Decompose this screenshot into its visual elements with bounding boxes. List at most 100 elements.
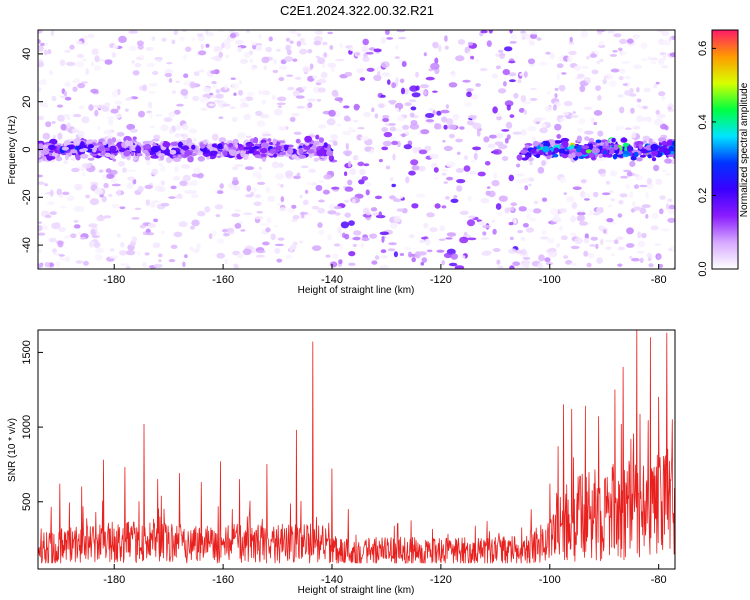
heatmap-cell — [127, 176, 135, 181]
heatmap-cell — [509, 30, 513, 34]
heatmap-cell — [81, 81, 89, 84]
heatmap-cell — [409, 123, 420, 130]
heatmap-cell — [454, 265, 465, 269]
heatmap-cell — [530, 87, 537, 91]
heatmap-cell — [67, 117, 71, 120]
heatmap-cell — [116, 233, 121, 238]
heatmap-cell — [634, 184, 639, 189]
heatmap-cell — [218, 30, 225, 33]
heatmap-cell — [459, 210, 469, 215]
heatmap-cell — [357, 161, 365, 167]
heatmap-cell — [546, 155, 551, 160]
heatmap-cell — [63, 235, 71, 239]
heatmap-cell — [437, 123, 442, 130]
heatmap-cell — [162, 141, 171, 148]
heatmap-cell — [640, 148, 648, 154]
heatmap-cell — [272, 138, 277, 145]
heatmap-cell — [516, 173, 525, 177]
heatmap-cell — [145, 199, 150, 206]
heatmap-cell — [342, 150, 353, 156]
heatmap-cell — [64, 81, 71, 88]
heatmap-cell — [182, 145, 190, 151]
heatmap-cell — [145, 151, 151, 157]
heatmap-cell — [315, 134, 320, 140]
heatmap-cell — [495, 65, 501, 70]
heatmap-cell — [538, 254, 545, 262]
heatmap-cell — [620, 175, 629, 179]
heatmap-cell — [72, 86, 78, 92]
heatmap-cell — [445, 161, 456, 168]
heatmap-cell — [452, 113, 460, 121]
heatmap-cell — [527, 58, 536, 65]
heatmap-cell — [317, 57, 326, 65]
heatmap-cell — [520, 33, 529, 37]
heatmap-cell — [56, 188, 63, 196]
heatmap-cell — [655, 178, 663, 185]
heatmap-cell — [402, 124, 410, 130]
heatmap-cell — [246, 91, 255, 96]
heatmap-cell — [620, 137, 628, 143]
heatmap-cell — [528, 183, 532, 187]
heatmap-cell — [196, 33, 204, 37]
heatmap-cell — [626, 152, 632, 156]
heatmap-cell — [456, 151, 461, 155]
heatmap-cell — [225, 54, 230, 59]
heatmap-cell — [208, 233, 213, 240]
heatmap-cell — [90, 88, 99, 94]
heatmap-cell — [348, 262, 356, 266]
heatmap-cell — [89, 240, 94, 248]
heatmap-cell — [385, 165, 391, 170]
heatmap-cell — [196, 242, 201, 250]
heatmap-cell — [508, 60, 516, 64]
heatmap-cell — [455, 138, 463, 143]
heatmap-cell — [554, 123, 562, 131]
heatmap-cell — [254, 154, 262, 159]
heatmap-cell — [125, 250, 136, 256]
heatmap-cell — [513, 218, 517, 224]
heatmap-cell — [295, 138, 301, 144]
heatmap-cell — [307, 102, 313, 109]
heatmap-cell — [173, 158, 181, 162]
heatmap-cell — [641, 58, 648, 62]
heatmap-cell — [234, 208, 241, 213]
heatmap-cell — [487, 143, 496, 149]
heatmap-cell — [485, 190, 491, 196]
heatmap-cell — [237, 253, 244, 259]
heatmap-cell — [64, 256, 71, 263]
heatmap-cell — [278, 207, 287, 212]
heatmap-cell — [277, 105, 282, 108]
x-tick-label: -80 — [651, 574, 667, 586]
heatmap-cell — [223, 39, 231, 46]
heatmap-cell — [172, 90, 176, 95]
heatmap-cell — [217, 143, 223, 150]
heatmap-cell — [365, 51, 374, 55]
heatmap-cell — [214, 204, 224, 210]
heatmap-cell — [182, 30, 187, 33]
heatmap-cell — [433, 167, 439, 173]
heatmap-cell — [496, 259, 501, 265]
heatmap-cell — [325, 254, 331, 258]
heatmap-cell — [510, 206, 515, 212]
heatmap-cell — [299, 194, 303, 199]
heatmap-cell — [268, 36, 273, 42]
heatmap-cell — [252, 146, 260, 150]
heatmap-cell — [613, 144, 619, 151]
heatmap-cell — [359, 168, 366, 176]
heatmap-cell — [353, 155, 359, 161]
heatmap-cell — [508, 174, 515, 182]
heatmap-cell — [572, 111, 576, 114]
heatmap-cell — [161, 230, 165, 234]
heatmap-cell — [619, 193, 628, 198]
heatmap-cell — [110, 108, 119, 114]
heatmap-cell — [92, 147, 97, 153]
heatmap-cell — [394, 56, 400, 59]
heatmap-cell — [480, 237, 490, 240]
heatmap-cell — [38, 86, 42, 93]
heatmap-cell — [69, 44, 75, 50]
heatmap-cell — [64, 154, 69, 161]
heatmap-cell — [579, 85, 586, 93]
heatmap-cell — [561, 72, 567, 75]
heatmap-cell — [87, 144, 94, 149]
heatmap-cell — [362, 56, 370, 62]
heatmap-cell — [120, 242, 125, 248]
